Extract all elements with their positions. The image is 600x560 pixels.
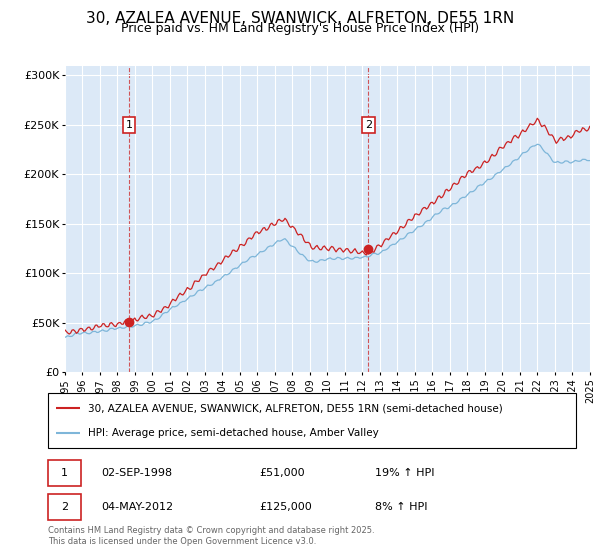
Text: Contains HM Land Registry data © Crown copyright and database right 2025.
This d: Contains HM Land Registry data © Crown c… bbox=[48, 526, 374, 546]
Text: £125,000: £125,000 bbox=[259, 502, 312, 512]
Text: 19% ↑ HPI: 19% ↑ HPI bbox=[376, 468, 435, 478]
Text: 2: 2 bbox=[365, 120, 372, 130]
Bar bbox=[48, 494, 81, 520]
Text: 30, AZALEA AVENUE, SWANWICK, ALFRETON, DE55 1RN (semi-detached house): 30, AZALEA AVENUE, SWANWICK, ALFRETON, D… bbox=[88, 404, 502, 413]
Text: 02-SEP-1998: 02-SEP-1998 bbox=[101, 468, 172, 478]
Text: 30, AZALEA AVENUE, SWANWICK, ALFRETON, DE55 1RN: 30, AZALEA AVENUE, SWANWICK, ALFRETON, D… bbox=[86, 11, 514, 26]
Text: £51,000: £51,000 bbox=[259, 468, 305, 478]
Text: 04-MAY-2012: 04-MAY-2012 bbox=[101, 502, 173, 512]
Text: 2: 2 bbox=[61, 502, 68, 512]
Text: 8% ↑ HPI: 8% ↑ HPI bbox=[376, 502, 428, 512]
Bar bbox=[48, 460, 81, 486]
Text: Price paid vs. HM Land Registry's House Price Index (HPI): Price paid vs. HM Land Registry's House … bbox=[121, 22, 479, 35]
Text: HPI: Average price, semi-detached house, Amber Valley: HPI: Average price, semi-detached house,… bbox=[88, 428, 379, 437]
Text: 1: 1 bbox=[61, 468, 68, 478]
Text: 1: 1 bbox=[125, 120, 133, 130]
